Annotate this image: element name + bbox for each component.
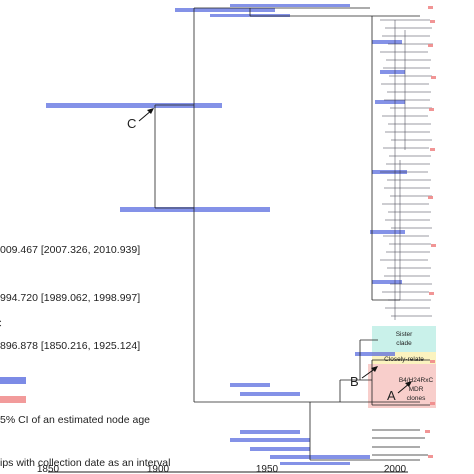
tip-interval	[428, 6, 433, 9]
ci-bar-lower	[120, 207, 270, 212]
legend-ci-swatch	[0, 377, 26, 384]
node-marker-b: B	[350, 374, 359, 389]
tip-interval	[431, 244, 436, 247]
tip-interval	[428, 196, 433, 199]
tip-interval	[430, 402, 435, 405]
ci-bar-b	[355, 352, 395, 356]
node-marker-c: C	[127, 116, 136, 131]
tip-interval	[430, 20, 435, 23]
ci-bar-mid-2	[240, 392, 300, 396]
ci-bar-root-c	[46, 103, 222, 108]
sister-clade-box	[372, 326, 436, 352]
ci-bar-low-4	[270, 455, 370, 459]
tip-interval	[430, 148, 435, 151]
node-marker-a: A	[387, 388, 396, 403]
tip-interval	[428, 455, 433, 458]
legend-node-b-date: 994.720 [1989.062, 1998.997]	[0, 292, 140, 304]
tick-label-1950: 1950	[256, 464, 279, 474]
tip-interval	[431, 76, 436, 79]
tick-label-2000: 2000	[384, 464, 407, 474]
mdr-clones-box	[368, 364, 436, 408]
tick-label-1900: 1900	[147, 464, 170, 474]
legend-tip-label: ips with collection date as an interval	[0, 457, 170, 469]
legend-ci-label: 5% CI of an estimated node age	[0, 414, 150, 426]
tip-interval	[430, 360, 435, 363]
tip-interval	[425, 430, 430, 433]
tip-interval	[429, 108, 434, 111]
legend-node-c-date: 009.467 [2007.326, 2010.939]	[0, 244, 140, 256]
ci-bar-upper-clade-6	[372, 280, 402, 284]
ci-bar-low-5	[280, 462, 350, 465]
dense-clade-lines	[380, 19, 433, 320]
sister-clade-label-line1: Sister	[396, 331, 413, 338]
ci-bar-low-1	[240, 430, 300, 434]
arrowhead-a	[405, 381, 412, 387]
closely-related-label: Closely-relate	[384, 356, 424, 363]
tip-interval	[429, 292, 434, 295]
ci-bar-upper-clade-2	[380, 70, 405, 74]
mdr-label-line3: clones	[407, 395, 427, 402]
tip-interval	[428, 44, 433, 47]
tip-interval-marks	[425, 6, 436, 458]
arrowhead-b	[371, 366, 378, 372]
ci-bars	[46, 4, 407, 465]
tick-label-1850: 1850	[37, 464, 60, 474]
mdr-label-line1: B4/H24RxC	[399, 377, 434, 384]
ci-bar-top	[175, 8, 275, 12]
ci-bar-low-3	[250, 447, 310, 451]
ci-bar-upper-clade-3	[375, 100, 405, 104]
tree-branches	[154, 7, 430, 461]
ci-bar-low-2	[230, 438, 310, 442]
mdr-label-line2: MDR	[409, 386, 424, 393]
sister-clade-label-line2: clade	[396, 340, 412, 347]
ci-bar-top-3	[230, 4, 350, 7]
legend-node-prefix: C	[0, 318, 2, 330]
ci-bar-upper-clade	[372, 40, 402, 44]
ci-bar-mid-1	[230, 383, 270, 387]
arrowhead-c	[147, 108, 154, 114]
legend-node-a-date: 896.878 [1850.216, 1925.124]	[0, 340, 140, 352]
legend-tip-swatch	[0, 396, 26, 403]
ci-bar-upper-clade-5	[370, 230, 405, 234]
